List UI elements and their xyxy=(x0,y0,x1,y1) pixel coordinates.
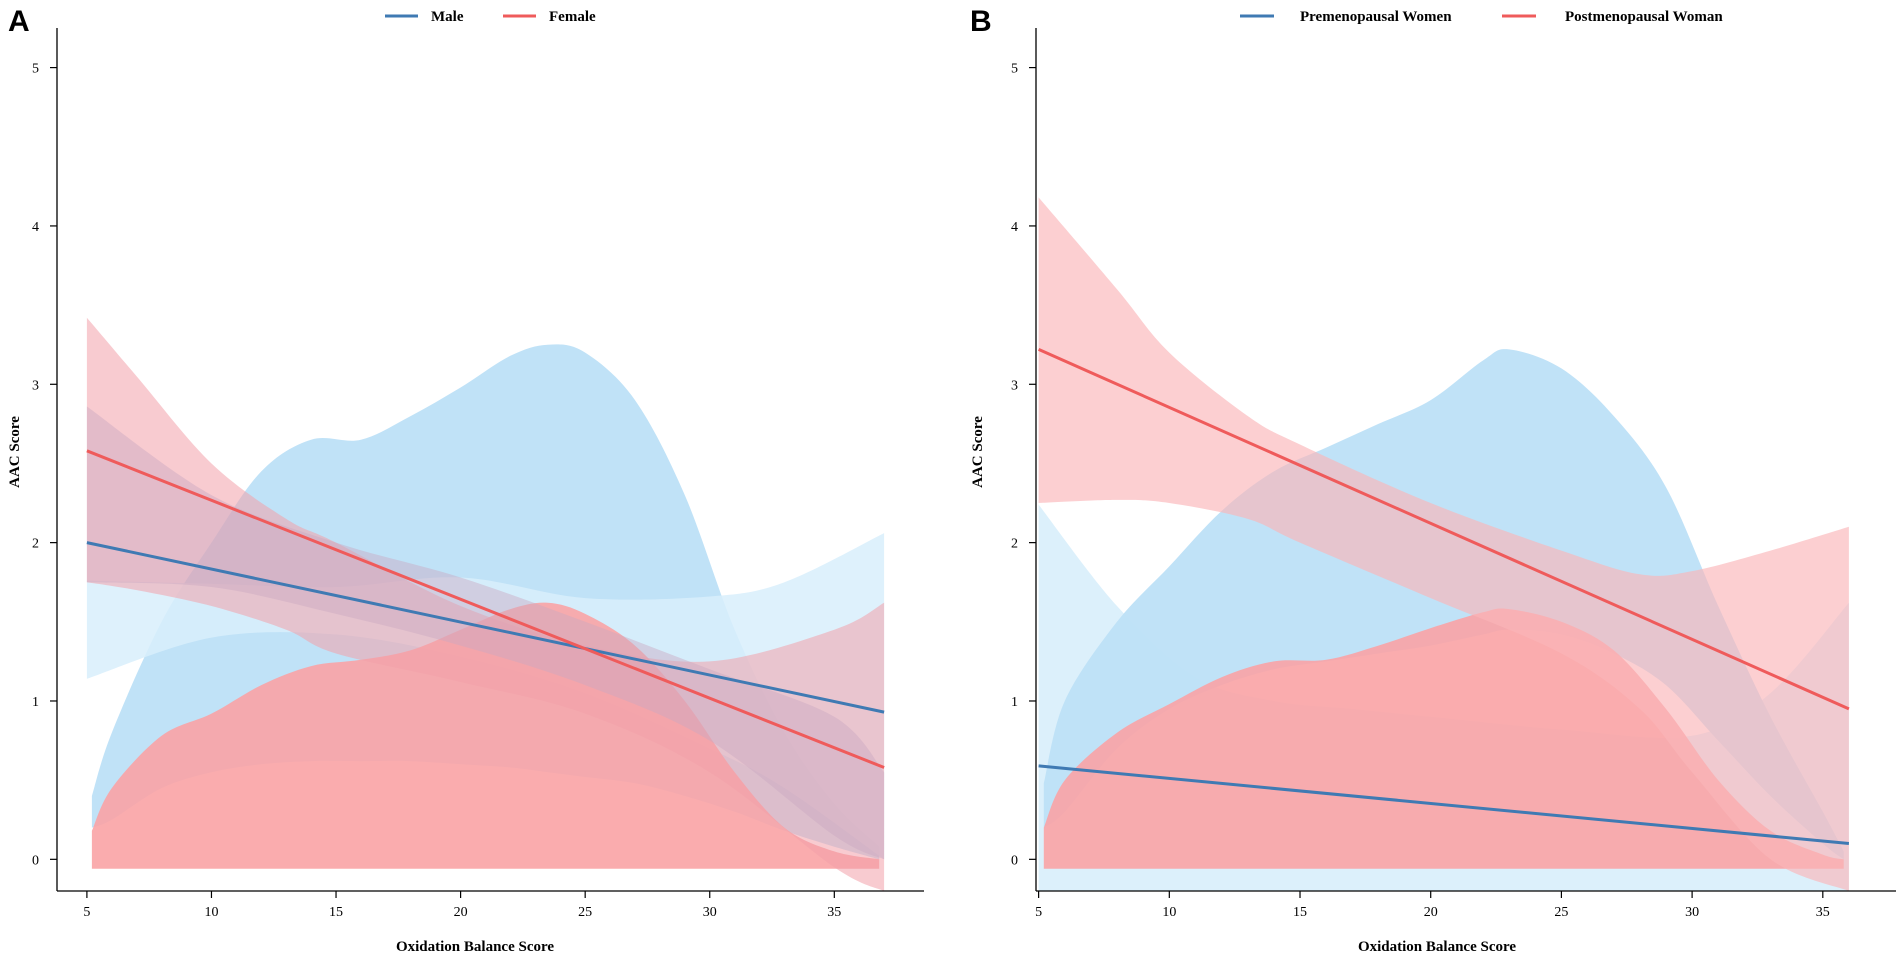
panel-b-x-tick-label: 10 xyxy=(1162,905,1176,920)
panel-a-series-male xyxy=(86,541,885,714)
panel-a-y-tick-label: 0 xyxy=(32,853,39,868)
panel-a-x-tick-label: 25 xyxy=(578,905,592,920)
panel-b: 5 10 15 20 25 30 35 0 1 2 3 4 5 B Premenopausal Wome… xyxy=(970,5,1896,955)
panel-b-bands xyxy=(1038,197,1849,891)
panel-a-band-female-ci xyxy=(86,317,885,891)
legend-label-male: Male xyxy=(431,9,464,25)
panel-a-x-tick-label: 20 xyxy=(454,905,468,920)
panel-a-y-tick-label: 3 xyxy=(32,378,39,393)
panel-a-y-tick-label: 1 xyxy=(32,695,39,710)
panel-b-x-tick-label: 5 xyxy=(1035,905,1042,920)
panel-b-x-tick-label: 20 xyxy=(1424,905,1438,920)
panel-b-x-tick-label: 35 xyxy=(1816,905,1830,920)
panel-a-y-tick-label: 5 xyxy=(32,62,39,77)
panel-b-y-tick-label: 2 xyxy=(1011,537,1018,552)
panel-a: 5 10 15 20 25 30 35 0 1 2 3 4 5 A Male Female Oxidat… xyxy=(7,5,924,955)
panel-a-lines xyxy=(86,449,885,769)
panel-a-x-tick-label: 15 xyxy=(329,905,343,920)
panel-b-band-premenopausal-density xyxy=(1043,349,1844,860)
panel-a-x-tick-label: 35 xyxy=(827,905,841,920)
panel-b-y-tick-label: 5 xyxy=(1011,62,1018,77)
panel-a-axes: 5 10 15 20 25 30 35 0 1 2 3 4 5 xyxy=(32,28,924,920)
panel-b-series-premenopausal-women xyxy=(1038,764,1850,845)
panel-a-x-tick-label: 5 xyxy=(83,905,90,920)
panel-b-y-tick-label: 3 xyxy=(1011,378,1018,393)
panel-b-legend: Premenopausal Women Postmenopausal Woman xyxy=(1240,9,1723,25)
panel-b-x-axis-title: Oxidation Balance Score xyxy=(1358,939,1516,955)
panel-b-x-tick-label: 15 xyxy=(1293,905,1307,920)
panel-b-x-tick-label: 25 xyxy=(1554,905,1568,920)
legend-label-female: Female xyxy=(549,9,596,25)
panel-a-band-male-ci-overlay xyxy=(86,406,885,860)
panel-a-x-tick-label: 30 xyxy=(703,905,717,920)
panel-a-band-female-density xyxy=(91,602,880,869)
panel-b-y-tick-label: 0 xyxy=(1011,853,1018,868)
panel-a-legend: Male Female xyxy=(385,9,596,25)
panel-a-y-tick-label: 2 xyxy=(32,537,39,552)
panel-a-x-tick-label: 10 xyxy=(204,905,218,920)
panel-b-axes: 5 10 15 20 25 30 35 0 1 2 3 4 5 xyxy=(1011,28,1896,920)
legend-label-postmenopausal: Postmenopausal Woman xyxy=(1565,9,1723,25)
panel-a-y-tick-label: 4 xyxy=(32,220,39,235)
panel-a-y-axis-title: AAC Score xyxy=(7,416,23,488)
panel-b-band-postmenopausal-density xyxy=(1043,608,1844,869)
panel-b-lines xyxy=(1037,348,1850,845)
panel-b-x-tick-label: 30 xyxy=(1685,905,1699,920)
panel-b-series-postmenopausal-woman xyxy=(1037,348,1850,711)
panel-a-series-female xyxy=(86,449,885,769)
panel-a-bands xyxy=(86,317,885,891)
legend-label-premenopausal: Premenopausal Women xyxy=(1300,9,1452,25)
panel-b-band-postmenopausal-ci xyxy=(1038,197,1849,891)
panel-b-y-axis-title: AAC Score xyxy=(970,416,986,488)
panel-a-x-axis-title: Oxidation Balance Score xyxy=(396,939,554,955)
panel-b-label: B xyxy=(970,5,992,38)
panel-b-y-tick-label: 1 xyxy=(1011,695,1018,710)
panel-a-label: A xyxy=(8,5,30,38)
panel-b-y-tick-label: 4 xyxy=(1011,220,1018,235)
